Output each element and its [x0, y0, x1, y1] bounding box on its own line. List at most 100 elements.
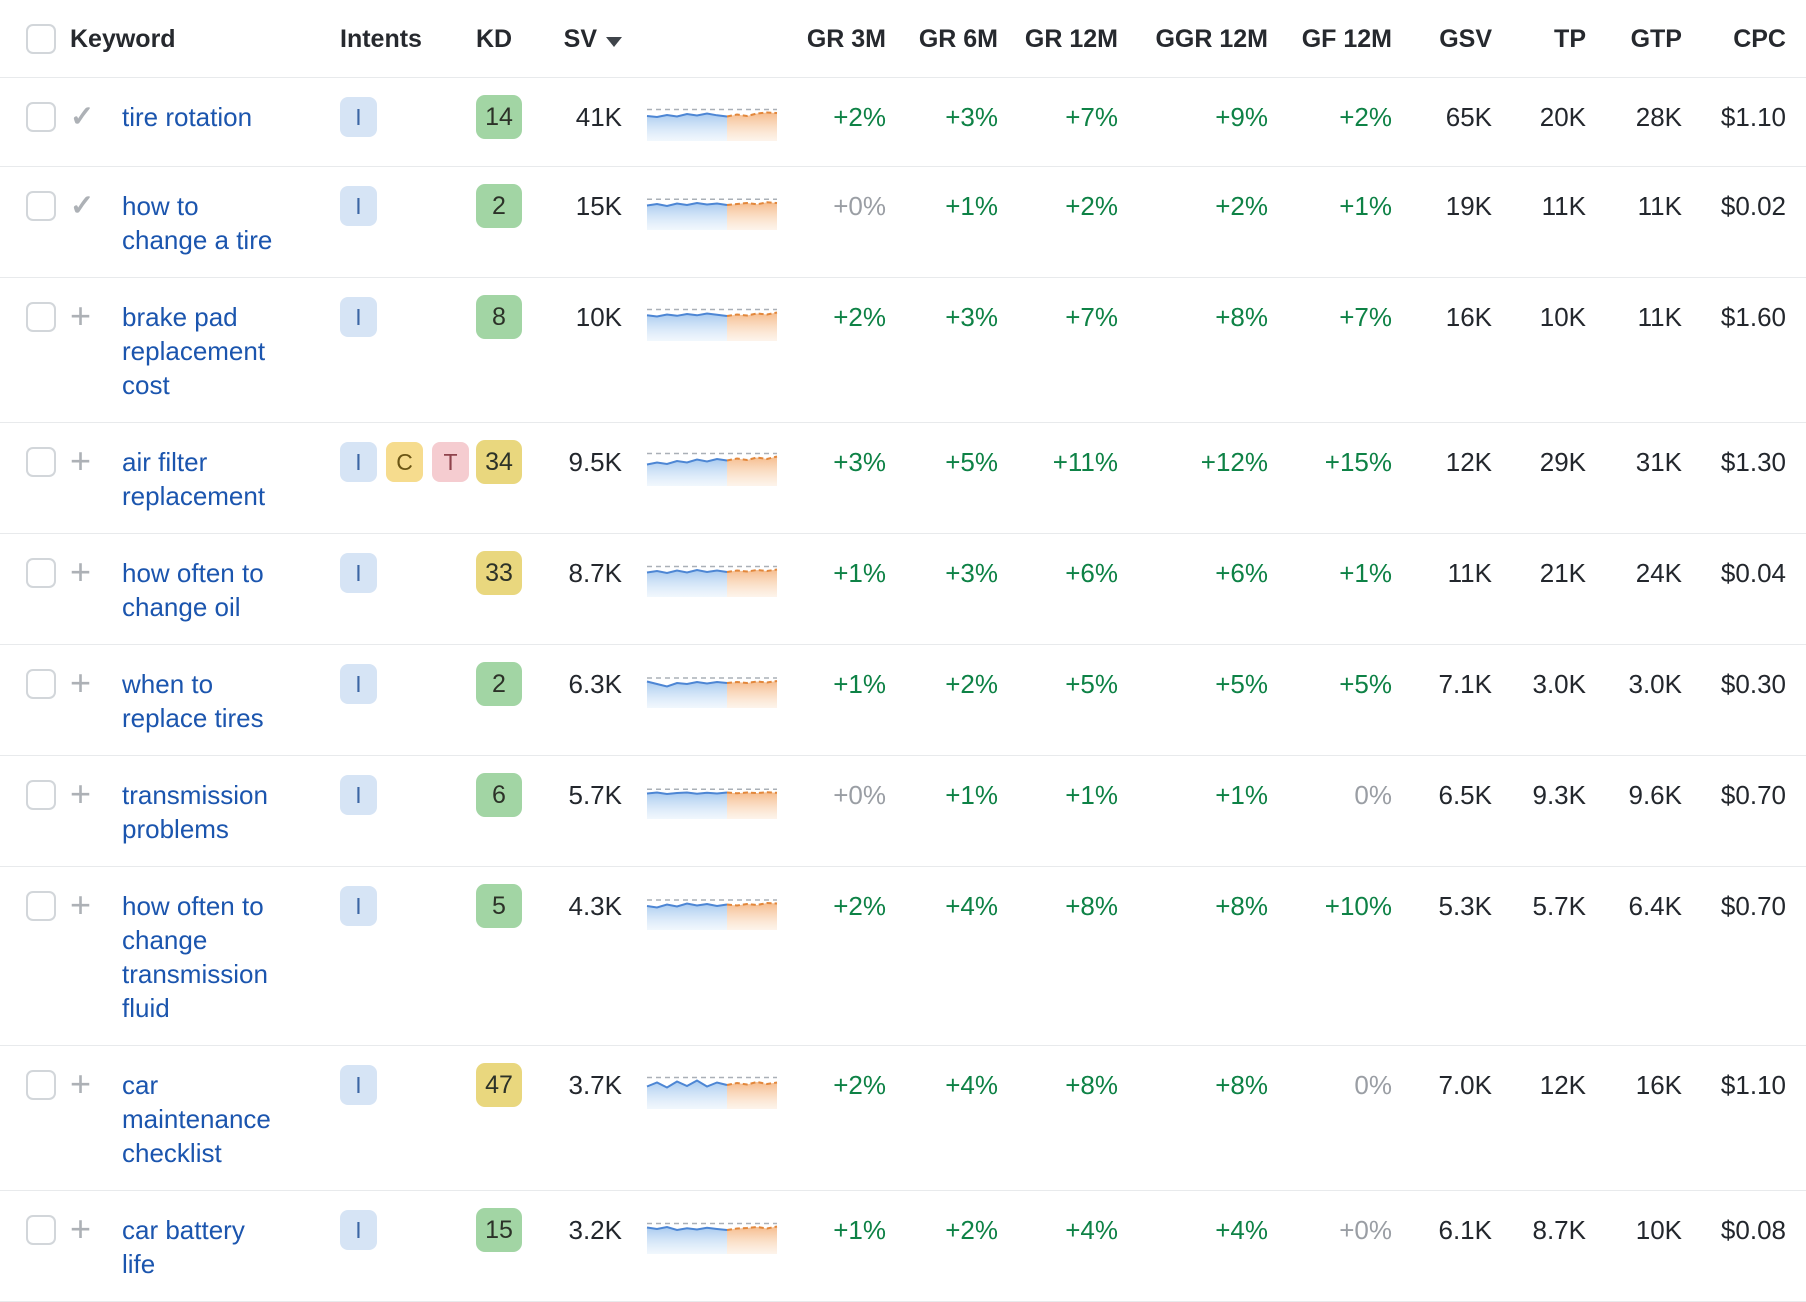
table-row: ✓ how to change a tire I 2 15K +0% +1% +…: [0, 167, 1806, 278]
gsv-value: 6.5K: [1438, 780, 1493, 810]
keyword-link[interactable]: air filter replacement: [122, 447, 266, 511]
row-checkbox[interactable]: [26, 891, 56, 921]
cpc-value: $0.70: [1720, 780, 1786, 810]
gsv-value: 12K: [1445, 447, 1492, 477]
gsv-value: 16K: [1445, 302, 1492, 332]
add-plus-icon[interactable]: +: [70, 295, 92, 336]
gr3m-value: +2%: [833, 1070, 886, 1100]
row-checkbox[interactable]: [26, 102, 56, 132]
add-plus-icon[interactable]: +: [70, 1063, 92, 1104]
col-header-gsv[interactable]: GSV: [1439, 25, 1492, 53]
gtp-value: 3.0K: [1628, 669, 1683, 699]
add-plus-icon[interactable]: +: [70, 773, 92, 814]
table-header: Keyword Intents KD SV GR 3M GR 6M GR 12M…: [0, 0, 1806, 78]
gr12m-value: +7%: [1065, 302, 1118, 332]
search-volume-value: 3.7K: [568, 1070, 623, 1100]
intent-badge-informational: I: [340, 442, 377, 482]
gf12m-value: +2%: [1339, 102, 1392, 132]
gf12m-value: +10%: [1324, 891, 1392, 921]
col-header-gf12m[interactable]: GF 12M: [1301, 25, 1392, 53]
cpc-value: $1.10: [1720, 102, 1786, 132]
row-checkbox[interactable]: [26, 302, 56, 332]
row-checkbox[interactable]: [26, 1215, 56, 1245]
col-header-gr3m[interactable]: GR 3M: [806, 25, 886, 53]
table-body: ✓ tire rotation I 14 41K +2% +3% +7% +9%…: [0, 78, 1806, 1302]
ggr12m-value: +8%: [1215, 1070, 1268, 1100]
keyword-link[interactable]: tire rotation: [122, 102, 253, 132]
col-header-keyword[interactable]: Keyword: [70, 25, 176, 53]
col-header-sv[interactable]: SV: [544, 22, 630, 56]
gtp-value: 9.6K: [1628, 780, 1683, 810]
added-check-icon[interactable]: ✓: [70, 190, 95, 222]
row-checkbox[interactable]: [26, 447, 56, 477]
row-checkbox[interactable]: [26, 669, 56, 699]
col-header-ggr12m[interactable]: GGR 12M: [1155, 25, 1268, 53]
row-checkbox[interactable]: [26, 1070, 56, 1100]
tp-value: 20K: [1539, 102, 1586, 132]
tp-value: 5.7K: [1532, 891, 1587, 921]
gr3m-value: +2%: [833, 891, 886, 921]
col-header-tp[interactable]: TP: [1554, 25, 1586, 53]
intent-badges: I: [332, 664, 460, 704]
tp-value: 3.0K: [1532, 669, 1587, 699]
gr6m-value: +3%: [945, 558, 998, 588]
tp-value: 12K: [1539, 1070, 1586, 1100]
tp-value: 8.7K: [1532, 1215, 1587, 1245]
col-header-cpc[interactable]: CPC: [1733, 25, 1786, 53]
tp-value: 11K: [1541, 191, 1586, 221]
keyword-link[interactable]: brake pad replacement cost: [122, 302, 266, 400]
cpc-value: $0.70: [1720, 891, 1786, 921]
gf12m-value: +0%: [1339, 1215, 1392, 1245]
col-header-intents[interactable]: Intents: [340, 25, 422, 53]
keyword-link[interactable]: transmission problems: [122, 780, 268, 844]
gtp-value: 28K: [1635, 102, 1682, 132]
keyword-link[interactable]: car battery life: [122, 1215, 245, 1279]
keyword-link[interactable]: how often to change transmission fluid: [122, 891, 268, 1023]
keyword-link[interactable]: how often to change oil: [122, 558, 264, 622]
intent-badge-informational: I: [340, 186, 377, 226]
gf12m-value: 0%: [1354, 780, 1392, 810]
gr12m-value: +11%: [1052, 447, 1118, 477]
table-row: + car battery life I 15 3.2K +1% +2% +4%…: [0, 1191, 1806, 1302]
added-check-icon[interactable]: ✓: [70, 101, 95, 133]
gr6m-value: +2%: [945, 1215, 998, 1245]
gsv-value: 7.0K: [1438, 1070, 1493, 1100]
intent-badges: I: [332, 297, 460, 337]
col-header-gr6m[interactable]: GR 6M: [918, 25, 998, 53]
ggr12m-value: +8%: [1215, 891, 1268, 921]
gr6m-value: +3%: [945, 102, 998, 132]
keyword-link[interactable]: car maintenance checklist: [122, 1070, 271, 1168]
add-plus-icon[interactable]: +: [70, 440, 92, 481]
search-volume-value: 8.7K: [568, 558, 623, 588]
trend-sparkline: [646, 295, 778, 346]
row-checkbox[interactable]: [26, 191, 56, 221]
row-checkbox[interactable]: [26, 558, 56, 588]
col-header-gr12m[interactable]: GR 12M: [1024, 25, 1118, 53]
cpc-value: $1.30: [1720, 447, 1786, 477]
ggr12m-value: +6%: [1215, 558, 1268, 588]
col-header-gtp[interactable]: GTP: [1630, 25, 1682, 53]
table-row: ✓ tire rotation I 14 41K +2% +3% +7% +9%…: [0, 78, 1806, 167]
select-all-checkbox[interactable]: [26, 24, 56, 54]
add-plus-icon[interactable]: +: [70, 551, 92, 592]
table-row: + brake pad replacement cost I 8 10K +2%…: [0, 278, 1806, 423]
add-plus-icon[interactable]: +: [70, 884, 92, 925]
add-plus-icon[interactable]: +: [70, 1208, 92, 1249]
gr6m-value: +2%: [945, 669, 998, 699]
gf12m-value: +7%: [1339, 302, 1392, 332]
cpc-value: $1.60: [1720, 302, 1786, 332]
gtp-value: 11K: [1637, 302, 1682, 332]
keyword-link[interactable]: when to replace tires: [122, 669, 264, 733]
search-volume-value: 9.5K: [568, 447, 623, 477]
gr12m-value: +4%: [1065, 1215, 1118, 1245]
kd-badge: 5: [476, 884, 522, 928]
cpc-value: $0.02: [1720, 191, 1786, 221]
gr12m-value: +5%: [1065, 669, 1118, 699]
add-plus-icon[interactable]: +: [70, 662, 92, 703]
col-header-kd[interactable]: KD: [476, 25, 513, 53]
trend-sparkline: [646, 440, 778, 491]
row-checkbox[interactable]: [26, 780, 56, 810]
keyword-link[interactable]: how to change a tire: [122, 191, 273, 255]
